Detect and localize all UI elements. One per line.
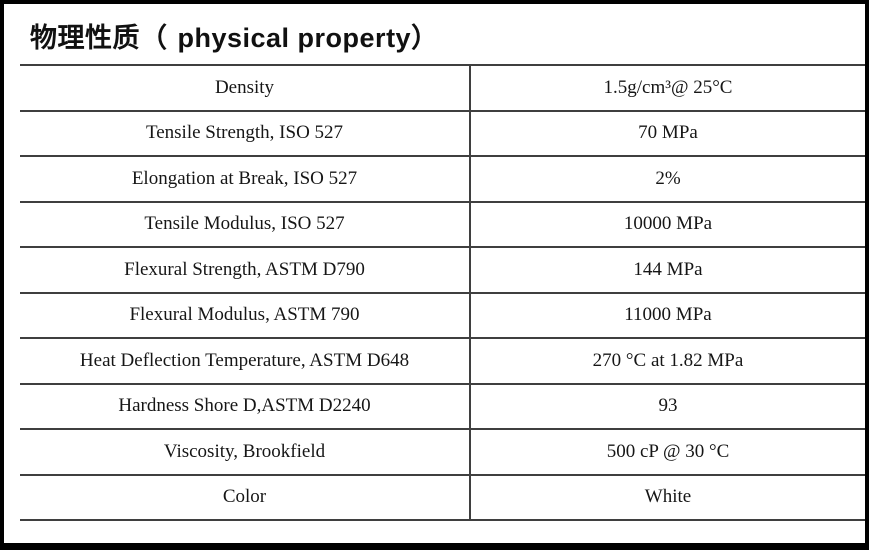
table-body: Density 1.5g/cm³@ 25°C Tensile Strength, I… — [20, 64, 865, 521]
table-row: Tensile Modulus, ISO 527 10000 MPa — [20, 200, 865, 248]
property-value-cell: 144 MPa — [470, 246, 865, 294]
table-row: Flexural Modulus, ASTM 790 11000 MPa — [20, 291, 865, 339]
table-row: Density 1.5g/cm³@ 25°C — [20, 64, 865, 112]
table-row: Heat Deflection Temperature, ASTM D648 27… — [20, 337, 865, 385]
page-title: 物理性质（ physical property） — [30, 16, 865, 55]
property-name-cell: Density — [20, 64, 471, 112]
property-name-cell: Color — [20, 473, 471, 521]
page-title-close-paren: ） — [411, 23, 439, 53]
property-value-cell: 70 MPa — [470, 109, 865, 157]
property-name-cell: Heat Deflection Temperature, ASTM D648 — [20, 337, 471, 385]
datasheet-page: 物理性质（ physical property） Density 1.5g/cm³@… — [4, 4, 865, 543]
property-value-cell: 1.5g/cm³@ 25°C — [470, 64, 865, 112]
property-value-cell: White — [470, 473, 865, 521]
page-title-english: physical property — [177, 23, 412, 53]
property-name-cell: Hardness Shore D,ASTM D2240 — [20, 382, 471, 430]
property-value-cell: 500 cP @ 30 °C — [470, 428, 865, 476]
property-value-cell: 11000 MPa — [470, 291, 865, 339]
property-value-cell: 2% — [470, 155, 865, 203]
table-row: Elongation at Break, ISO 527 2% — [20, 155, 865, 203]
property-name-cell: Tensile Modulus, ISO 527 — [20, 200, 471, 248]
table-row: Tensile Strength, ISO 527 70 MPa — [20, 109, 865, 157]
table-row: Hardness Shore D,ASTM D2240 93 — [20, 382, 865, 430]
physical-property-table: Density 1.5g/cm³@ 25°C Tensile Strength, I… — [20, 64, 865, 521]
property-name-cell: Viscosity, Brookfield — [20, 428, 471, 476]
page-title-chinese: 物理性质（ — [30, 23, 168, 53]
property-value-cell: 10000 MPa — [470, 200, 865, 248]
property-name-cell: Elongation at Break, ISO 527 — [20, 155, 471, 203]
table-row: Color White — [20, 473, 865, 521]
property-name-cell: Flexural Modulus, ASTM 790 — [20, 291, 471, 339]
property-value-cell: 270 °C at 1.82 MPa — [470, 337, 865, 385]
table-row: Flexural Strength, ASTM D790 144 MPa — [20, 246, 865, 294]
property-name-cell: Tensile Strength, ISO 527 — [20, 109, 471, 157]
property-name-cell: Flexural Strength, ASTM D790 — [20, 246, 471, 294]
property-value-cell: 93 — [470, 382, 865, 430]
table-row: Viscosity, Brookfield 500 cP @ 30 °C — [20, 428, 865, 476]
